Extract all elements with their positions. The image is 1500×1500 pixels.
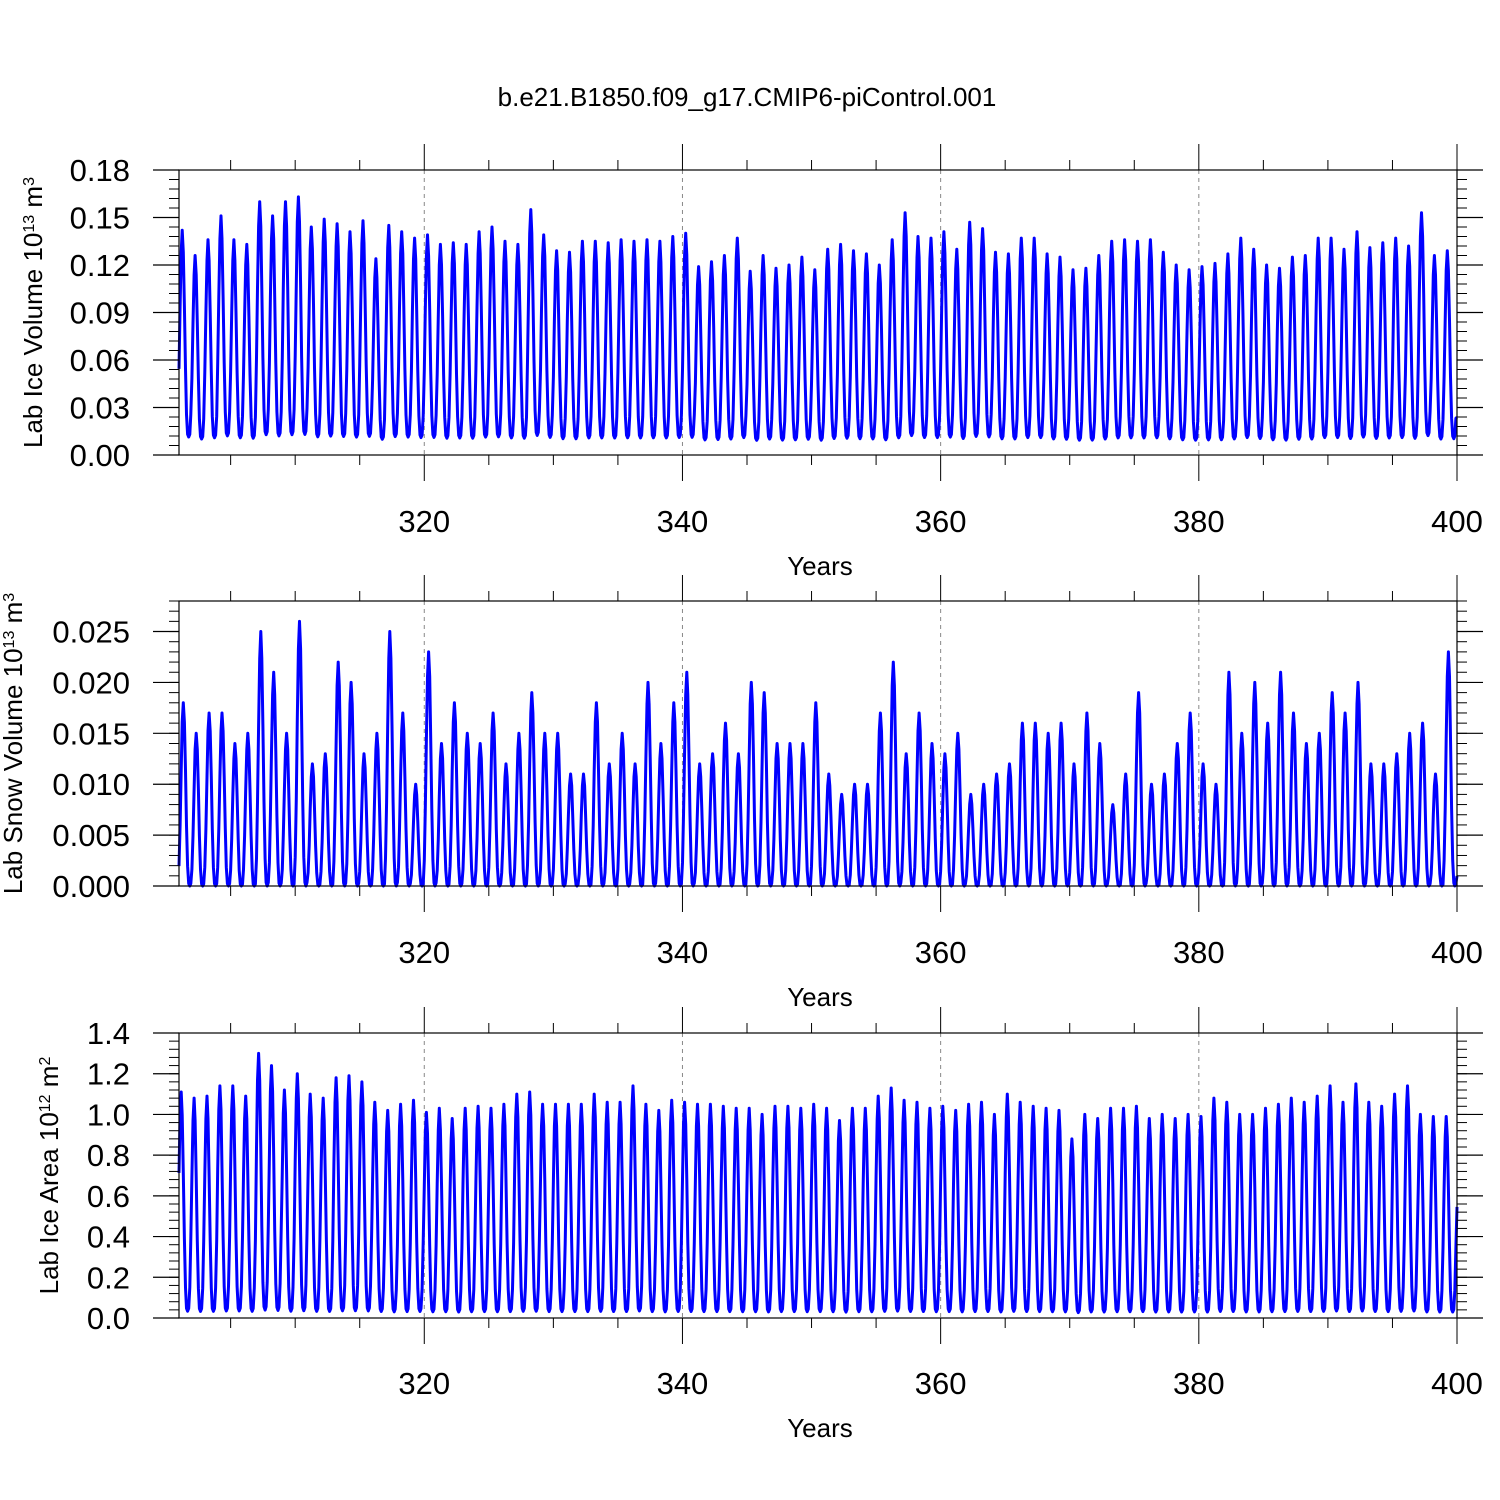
y-axis-label: Lab Ice Volume 1013 m3 (18, 177, 48, 448)
y-tick-label: 0.005 (52, 818, 130, 853)
y-tick-label: 0.2 (87, 1260, 130, 1295)
y-axis-label: Lab Snow Volume 1013 m3 (0, 593, 28, 894)
y-tick-label: 0.6 (87, 1179, 130, 1214)
x-tick-label: 360 (915, 1366, 967, 1401)
x-axis-label: Years (787, 1413, 853, 1443)
x-tick-label: 380 (1173, 1366, 1225, 1401)
series-line (177, 1051, 1459, 1315)
y-tick-label: 0.4 (87, 1220, 130, 1255)
y-tick-label: 0.15 (70, 201, 130, 236)
x-tick-label: 320 (398, 504, 450, 539)
panel-ice-area: 0.0 0.2 0.4 0.6 0.8 1.0 1.2 1.4 320 340 360 380 400 Y… (34, 1007, 1483, 1443)
panels: 0.00 0.03 0.06 0.09 0.12 0.15 0.18 320 340 360 380… (0, 144, 1483, 1443)
y-tick-label: 0.8 (87, 1138, 130, 1173)
y-tick-label: 0.06 (70, 343, 130, 378)
x-tick-label: 400 (1431, 504, 1483, 539)
y-tick-label: 0.00 (70, 438, 130, 473)
y-tick-label: 0.0 (87, 1301, 130, 1336)
x-tick-label: 340 (657, 935, 709, 970)
figure-title: b.e21.B1850.f09_g17.CMIP6-piControl.001 (498, 82, 997, 112)
x-tick-label: 320 (398, 935, 450, 970)
x-tick-label: 360 (915, 935, 967, 970)
x-tick-label: 380 (1173, 504, 1225, 539)
y-tick-label: 0.03 (70, 391, 130, 426)
y-tick-label: 1.2 (87, 1057, 130, 1092)
x-tick-label: 380 (1173, 935, 1225, 970)
y-tick-label: 0.015 (52, 716, 130, 751)
y-tick-label: 0.025 (52, 615, 130, 650)
panel-snow-volume: 0.000 0.005 0.010 0.015 0.020 0.025 320 340 360 3… (0, 575, 1483, 1012)
y-tick-label: 1.4 (87, 1016, 130, 1051)
x-tick-label: 320 (398, 1366, 450, 1401)
x-tick-label: 400 (1431, 935, 1483, 970)
y-tick-label: 0.020 (52, 665, 130, 700)
y-tick-label: 0.000 (52, 869, 130, 904)
series-line (177, 195, 1458, 442)
y-tick-label: 0.09 (70, 296, 130, 331)
x-tick-label: 340 (657, 1366, 709, 1401)
plot-frame (178, 1032, 1458, 1319)
x-tick-label: 400 (1431, 1366, 1483, 1401)
x-axis-label: Years (787, 551, 853, 581)
panel-ice-volume: 0.00 0.03 0.06 0.09 0.12 0.15 0.18 320 340 360 380… (18, 144, 1483, 581)
y-axis-label: Lab Ice Area 1012 m2 (34, 1057, 64, 1295)
x-axis-label: Years (787, 982, 853, 1012)
y-tick-label: 1.0 (87, 1097, 130, 1132)
y-tick-label: 0.12 (70, 248, 130, 283)
series-line (177, 619, 1459, 888)
x-tick-label: 340 (657, 504, 709, 539)
y-tick-label: 0.010 (52, 767, 130, 802)
y-tick-label: 0.18 (70, 153, 130, 188)
x-tick-label: 360 (915, 504, 967, 539)
